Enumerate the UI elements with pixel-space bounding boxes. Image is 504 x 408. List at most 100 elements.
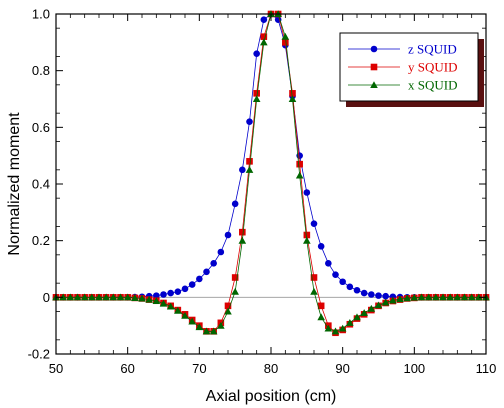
data-point [239,166,246,174]
data-point [152,297,161,305]
data-point [460,293,469,301]
data-point [246,118,253,125]
x-tick-label: 90 [335,361,349,376]
data-point [375,292,382,299]
data-point [88,293,96,301]
data-point [253,90,260,97]
data-point [196,275,203,283]
data-point [310,287,318,295]
data-point [317,243,325,250]
x-tick-label: 70 [192,361,206,376]
data-point [353,286,361,294]
data-point [210,260,217,267]
x-tick-label: 80 [264,361,278,376]
data-point [66,293,75,301]
y-tick-label: 0 [43,290,50,305]
data-point [346,319,354,326]
data-point [303,236,311,244]
data-point [325,260,332,267]
data-point [360,289,368,297]
data-point [374,301,383,309]
y-tick-label: 0.6 [32,120,50,135]
data-point [324,324,333,332]
data-point [245,166,254,173]
data-point [153,292,160,299]
data-point [381,298,390,306]
x-axis-title: Axial position (cm) [206,388,337,405]
data-point [281,32,290,40]
data-point [417,293,426,301]
data-point [231,287,239,295]
data-point [209,327,218,335]
data-point [289,90,296,97]
data-point [224,307,232,315]
y-tick-label: 1.0 [32,7,50,22]
data-point [339,278,346,286]
data-point [239,228,246,236]
data-point [260,33,268,40]
data-point [174,306,182,314]
data-point [95,293,103,301]
data-point [260,16,268,23]
data-point [231,200,239,208]
data-point [410,293,419,301]
legend-label: y SQUID [408,60,457,75]
data-point [296,160,303,168]
legend-label: x SQUID [408,78,457,93]
data-point [252,95,261,103]
data-point [188,317,196,325]
data-point [317,313,325,321]
data-point [59,293,67,301]
data-point [303,231,311,239]
data-point [116,293,125,301]
data-point [475,293,483,301]
data-point [217,248,225,256]
data-point [246,158,253,165]
data-point [102,293,110,301]
data-point [123,293,132,301]
legend-item: z SQUID [348,42,457,57]
data-point [424,293,433,301]
data-point [203,268,210,276]
x-tick-label: 60 [120,361,134,376]
data-point [310,220,318,227]
data-point [396,295,404,303]
data-point [317,302,325,310]
data-point [224,302,232,310]
data-point [145,295,153,303]
data-point [332,271,339,278]
data-point [288,95,297,103]
data-point [253,50,260,57]
data-point [295,171,304,179]
data-point [353,313,361,321]
data-point [181,285,189,293]
data-point [368,291,375,298]
data-point [367,304,376,312]
axis-ticks: 50 60 70 80 90 100 110 -0.2 0 0.2 0.4 0.6 0.8 1.0 [28,7,497,377]
data-point [188,281,196,288]
data-point [310,274,318,281]
data-point [360,309,368,316]
data-point [238,236,247,244]
data-point [331,327,340,335]
data-point [73,293,82,301]
data-point [439,293,447,301]
y-axis-title: Normalized moment [6,112,23,256]
data-point [131,294,139,301]
data-point [160,291,167,298]
legend-item: x SQUID [348,78,457,93]
data-point [382,292,389,300]
data-point [217,321,225,329]
x-tick-label: 100 [403,361,425,376]
legend-label: z SQUID [408,42,457,57]
legend-item: y SQUID [348,60,457,75]
x-tick-label: 110 [476,361,497,376]
data-point [202,327,211,335]
y-tick-label: 0.8 [32,63,50,78]
data-point [231,274,239,281]
data-point [260,38,268,46]
data-point [167,289,174,297]
data-point [109,293,118,301]
data-point [467,293,476,301]
